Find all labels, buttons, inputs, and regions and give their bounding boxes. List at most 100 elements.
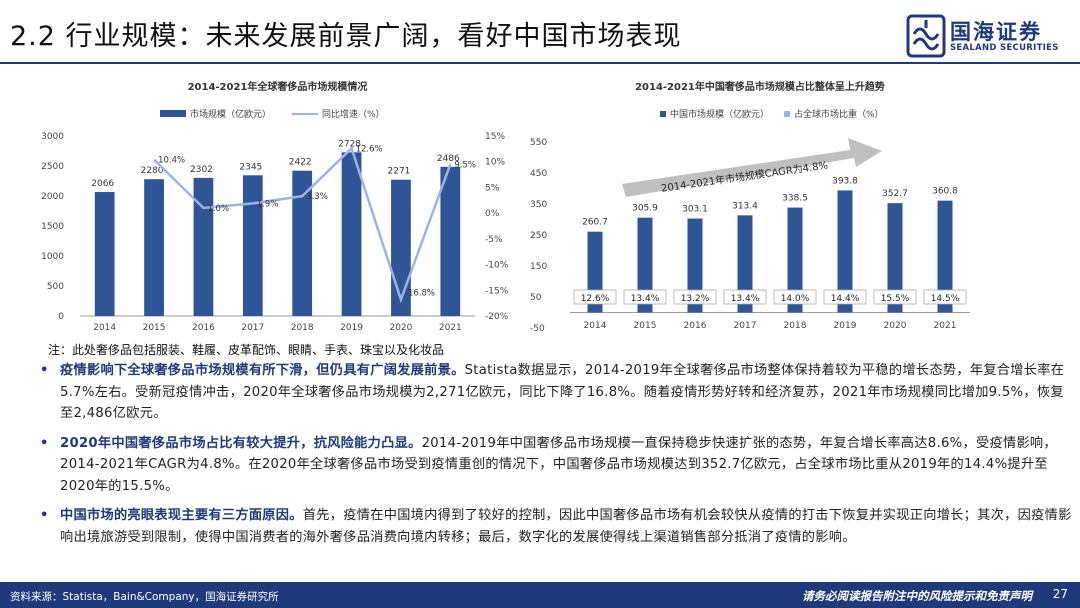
bullet-list: • 疫情影响下全球奢侈品市场规模有所下滑，但仍具有广阔发展前景。Statista数… (12, 360, 1072, 556)
y-tick-label: 3000 (41, 132, 64, 142)
growth-label: 12.6% (356, 144, 383, 154)
chart-title: 2014-2021年中国奢侈品市场规模占比整体呈上升趋势 (635, 80, 885, 93)
share-label-box (873, 289, 917, 305)
y-tick-label: 2500 (41, 162, 64, 172)
y2-tick-label: -10% (485, 261, 509, 271)
x-tick-label: 2015 (143, 323, 166, 333)
y-tick-label: 350 (530, 200, 547, 210)
share-label: 13.2% (681, 294, 710, 304)
y-tick-label: 50 (530, 293, 542, 303)
x-tick-label: 2017 (241, 323, 264, 333)
bullet-item: • 疫情影响下全球奢侈品市场规模有所下滑，但仍具有广阔发展前景。Statista数… (40, 363, 1065, 421)
x-tick-label: 2018 (291, 323, 314, 333)
share-label: 12.6% (581, 294, 610, 304)
bar (292, 170, 313, 316)
bullet-text: 首先，疫情在中国境内得到了较好的控制，因此中国奢侈品市场有机会较快从疫情的打击下… (60, 508, 1072, 545)
bar-value-label: 303.1 (682, 205, 708, 215)
y-tick-label: 450 (530, 169, 547, 179)
bar-value-label: 338.5 (782, 194, 808, 204)
sealand-logo-icon (906, 14, 946, 58)
x-tick-label: 2021 (439, 323, 462, 333)
x-tick-label: 2018 (784, 321, 807, 331)
header-divider (0, 62, 1080, 64)
share-label-box (673, 289, 717, 305)
growth-label: 3.3% (306, 192, 328, 202)
bar-value-label: 393.8 (832, 176, 858, 186)
bar-value-label: 360.8 (932, 187, 958, 197)
growth-label: 10.4% (158, 156, 185, 166)
bar-value-label: 260.7 (582, 218, 608, 228)
bar (837, 190, 853, 313)
bar (94, 192, 115, 316)
footer-source: 资料来源：Statista，Bain&Company，国海证券研究所 (10, 591, 279, 603)
bar-value-label: 2422 (289, 158, 312, 168)
x-tick-label: 2021 (934, 321, 957, 331)
x-tick-label: 2015 (634, 321, 657, 331)
y2-tick-label: 10% (485, 158, 505, 168)
share-label: 15.5% (881, 294, 910, 304)
x-tick-label: 2016 (192, 323, 215, 333)
bar-value-label: 305.9 (632, 204, 658, 214)
y-tick-label: 150 (530, 262, 547, 272)
legend-bar-swatch (160, 110, 186, 117)
chart-note: 注：此处奢侈品包括服装、鞋履、皮革配饰、眼睛、手表、珠宝以及化妆品 (48, 343, 445, 357)
y2-tick-label: 0% (485, 209, 500, 219)
legend-label: 市场规模（亿欧元） (190, 108, 271, 120)
y2-tick-label: -15% (485, 286, 509, 296)
bullet-text: 2014-2019年中国奢侈品市场规模一直保持稳步快速扩张的态势，年复合增长率高… (60, 435, 1057, 494)
share-label-box (823, 289, 867, 305)
logo-text-cn: 国海证券 (950, 20, 1042, 44)
share-label: 14.0% (781, 294, 810, 304)
bar (737, 215, 753, 313)
y2-tick-label: -20% (485, 312, 509, 322)
bar (193, 177, 214, 316)
bar-value-label: 2302 (190, 165, 213, 175)
bar (144, 179, 164, 316)
footer-disclaimer: 请务必阅读报告附注中的风险提示和免责声明 (802, 589, 1032, 603)
x-tick-label: 2019 (340, 323, 363, 333)
chart-title: 2014-2021年全球奢侈品市场规模情况 (188, 80, 368, 93)
share-label-box (723, 289, 767, 305)
bar (440, 166, 461, 316)
bar-value-label: 2345 (239, 162, 262, 172)
trend-arrow (622, 138, 882, 197)
x-tick-label: 2016 (684, 321, 707, 331)
growth-label: -16.8% (405, 289, 435, 299)
bar (887, 203, 903, 313)
bar-value-label: 2066 (91, 179, 114, 189)
growth-label: 9.5% (454, 160, 476, 170)
bar (341, 152, 362, 316)
share-label: 14.4% (831, 294, 860, 304)
legend-label: 中国市场规模（亿欧元） (670, 108, 769, 120)
x-tick-label: 2019 (834, 321, 857, 331)
y-tick-label: 1500 (41, 222, 64, 232)
x-tick-label: 2014 (93, 323, 116, 333)
bar-value-label: 2728 (338, 139, 361, 149)
x-tick-label: 2020 (884, 321, 907, 331)
y-tick-label: 2000 (41, 192, 64, 202)
bar (242, 175, 263, 316)
footer-bar: 资料来源：Statista，Bain&Company，国海证券研究所 请务必阅读… (0, 582, 1080, 608)
growth-label: 1.0% (207, 204, 229, 214)
y-tick-label: -50 (530, 324, 545, 334)
y-tick-label: 0 (58, 312, 64, 322)
y-tick-label: 550 (530, 138, 547, 148)
y2-tick-label: 5% (485, 183, 500, 193)
bar (637, 217, 653, 313)
growth-label: 1.9% (257, 199, 279, 209)
y-tick-label: 1000 (41, 252, 64, 262)
bar-value-label: 313.4 (732, 201, 758, 211)
bullet-item: • 中国市场的亮眼表现主要有三方面原因。首先，疫情在中国境内得到了较好的控制，因此… (40, 508, 1072, 545)
x-tick-label: 2014 (584, 321, 607, 331)
y2-tick-label: -5% (485, 235, 503, 245)
share-label: 14.5% (931, 294, 960, 304)
growth-line (153, 146, 452, 304)
bullet-lead: 2020年中国奢侈品市场占比有较大提升，抗风险能力凸显。 (60, 435, 422, 451)
logo-text-en: SEALAND SECURITIES (950, 43, 1059, 53)
bar (787, 207, 803, 313)
bullet-lead: 中国市场的亮眼表现主要有三方面原因。 (60, 508, 303, 523)
legend-label: 同比增速（%） (322, 108, 385, 120)
page-title: 2.2 行业规模：未来发展前景广阔，看好中国市场表现 (10, 21, 682, 52)
